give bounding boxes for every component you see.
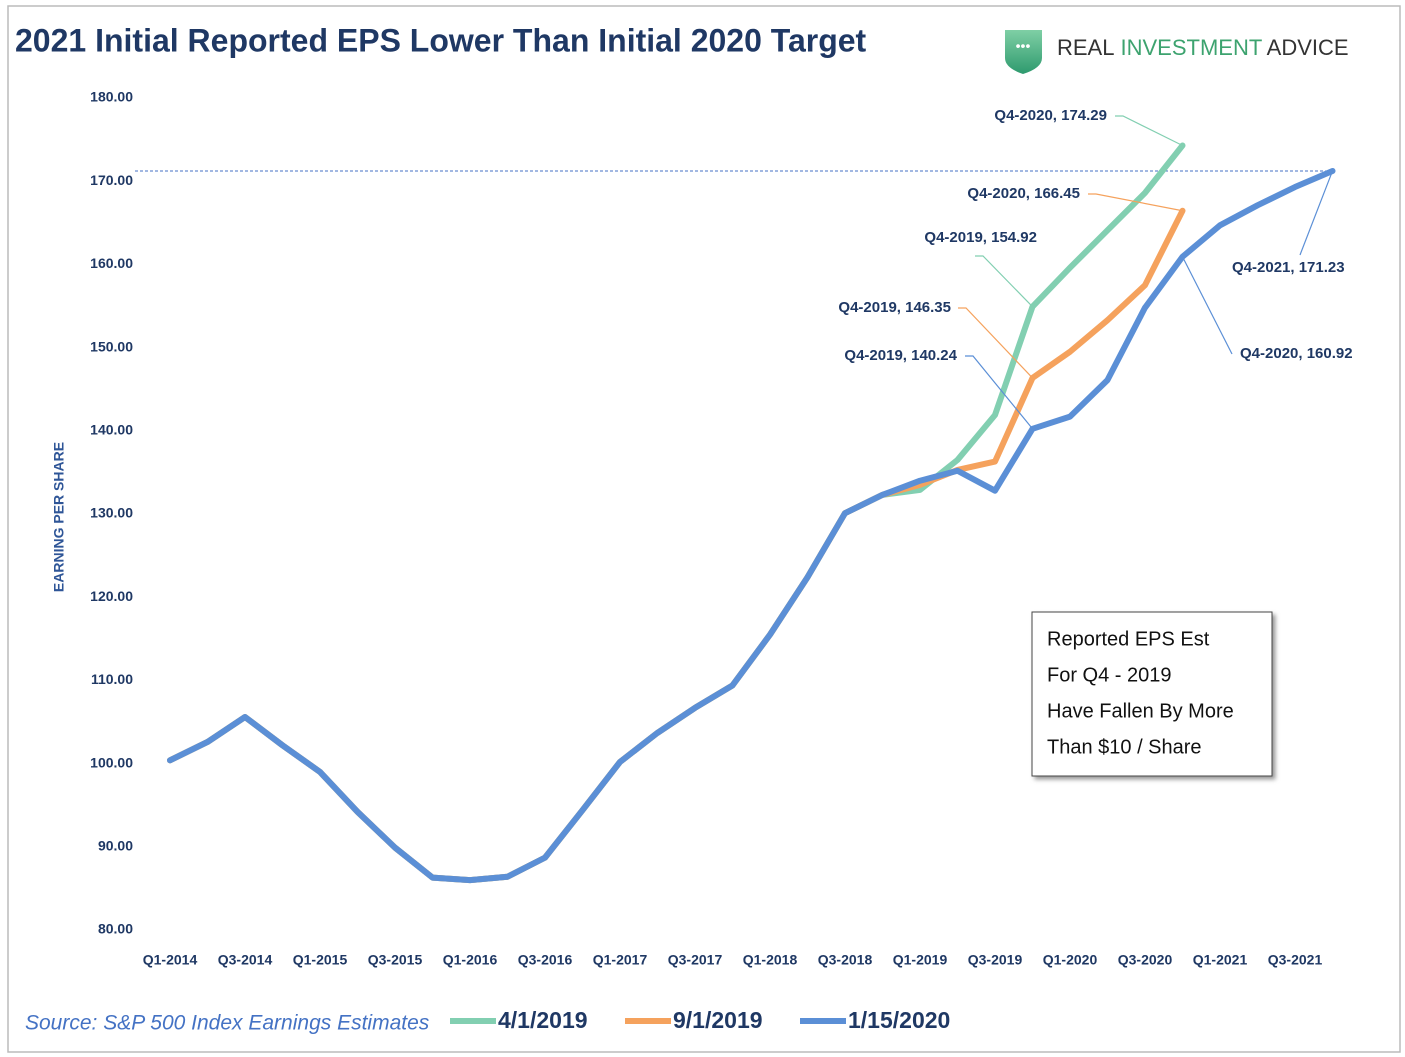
note-line: For Q4 - 2019 bbox=[1047, 664, 1172, 686]
x-tick-label: Q3-2014 bbox=[218, 952, 273, 968]
annotation: Q4-2020, 166.45 bbox=[967, 185, 1080, 202]
annotation: Q4-2019, 154.92 bbox=[924, 229, 1037, 246]
y-tick-label: 110.00 bbox=[91, 671, 133, 687]
y-tick-label: 80.00 bbox=[98, 921, 133, 937]
x-tick-label: Q1-2014 bbox=[143, 952, 198, 968]
y-tick-label: 140.00 bbox=[90, 422, 133, 438]
x-tick-label: Q1-2017 bbox=[593, 952, 648, 968]
leader-line bbox=[965, 355, 1033, 430]
note-line: Than $10 / Share bbox=[1047, 736, 1202, 758]
annotation: Q4-2020, 160.92 bbox=[1240, 345, 1353, 362]
x-tick-label: Q3-2015 bbox=[368, 952, 423, 968]
x-tick-label: Q3-2017 bbox=[668, 952, 723, 968]
annotation: Q4-2019, 146.35 bbox=[838, 299, 951, 316]
y-tick-label: 90.00 bbox=[98, 838, 133, 854]
note-box bbox=[1031, 611, 1273, 777]
logo-text: REAL INVESTMENT ADVICE bbox=[1057, 35, 1349, 60]
note-line: Reported EPS Est bbox=[1047, 628, 1210, 650]
annotation: Q4-2019, 140.24 bbox=[844, 347, 957, 364]
y-axis-label: EARNING PER SHARE bbox=[51, 442, 67, 592]
leader-line bbox=[1299, 170, 1334, 256]
x-tick-label: Q1-2019 bbox=[893, 952, 948, 968]
source: Source: S&P 500 Index Earnings Estimates bbox=[25, 1012, 430, 1035]
note-line: Have Fallen By More bbox=[1047, 700, 1234, 722]
logo-part: INVESTMENT bbox=[1120, 35, 1261, 60]
chart-title: 2021 Initial Reported EPS Lower Than Ini… bbox=[15, 22, 867, 58]
leader-line bbox=[1181, 256, 1233, 355]
leader-line bbox=[1115, 115, 1183, 147]
x-tick-label: Q3-2020 bbox=[1118, 952, 1173, 968]
x-tick-label: Q1-2016 bbox=[443, 952, 498, 968]
y-tick-label: 170.00 bbox=[90, 172, 133, 188]
legend-label: 1/15/2020 bbox=[848, 1007, 950, 1033]
x-tick-label: Q3-2018 bbox=[818, 952, 873, 968]
legend-label: 9/1/2019 bbox=[673, 1007, 763, 1033]
y-tick-label: 180.00 bbox=[90, 89, 133, 105]
x-tick-label: Q3-2016 bbox=[518, 952, 573, 968]
logo-part: ADVICE bbox=[1267, 35, 1349, 60]
logo-icon bbox=[1005, 30, 1042, 74]
series-line bbox=[167, 167, 1336, 884]
y-tick-label: 160.00 bbox=[90, 255, 133, 271]
y-tick-label: 100.00 bbox=[90, 754, 133, 770]
x-tick-label: Q1-2015 bbox=[293, 952, 348, 968]
leader-line bbox=[958, 307, 1033, 379]
logo: ••• REAL INVESTMENT ADVICE bbox=[1005, 30, 1349, 74]
leader-line bbox=[975, 255, 1033, 308]
annotation: Q4-2020, 174.29 bbox=[994, 107, 1107, 124]
legend-label: 4/1/2019 bbox=[498, 1007, 588, 1033]
x-tick-label: Q1-2021 bbox=[1193, 952, 1248, 968]
y-tick-label: 130.00 bbox=[90, 505, 133, 521]
x-tick-label: Q1-2020 bbox=[1043, 952, 1098, 968]
y-tick-label: 120.00 bbox=[90, 588, 133, 604]
x-tick-label: Q3-2021 bbox=[1268, 952, 1323, 968]
x-tick-label: Q3-2019 bbox=[968, 952, 1023, 968]
frame bbox=[7, 5, 1401, 1053]
logo-part: REAL bbox=[1057, 35, 1114, 60]
y-tick-label: 150.00 bbox=[90, 338, 133, 354]
logo-dots: ••• bbox=[1016, 38, 1031, 54]
x-tick-label: Q1-2018 bbox=[743, 952, 798, 968]
annotation: Q4-2021, 171.23 bbox=[1232, 259, 1345, 276]
leader-line bbox=[1088, 193, 1183, 212]
